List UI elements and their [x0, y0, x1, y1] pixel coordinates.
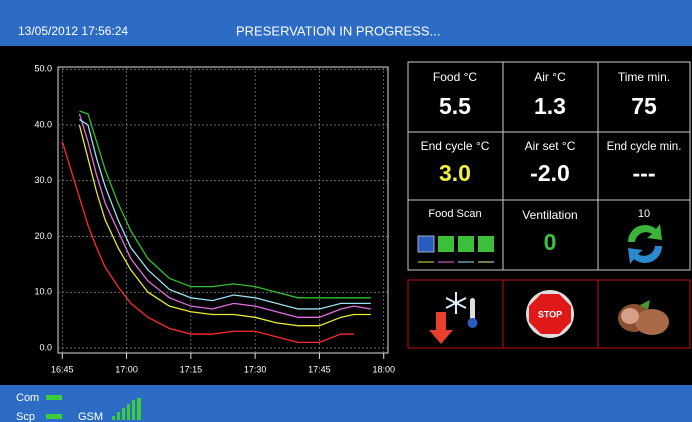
product-button[interactable] — [597, 279, 691, 349]
series-line — [61, 141, 354, 344]
y-tick-label: 50.0 — [34, 64, 52, 74]
time-label: Time min. — [618, 70, 670, 84]
stop-label: STOP — [538, 309, 562, 319]
scan-probe — [458, 236, 474, 252]
x-tick-label: 17:00 — [115, 364, 138, 374]
scan-probe — [478, 236, 494, 252]
end-cycle-min-value: --- — [633, 160, 656, 186]
x-tick-label: 18:00 — [372, 364, 395, 374]
air-set-value: -2.0 — [530, 160, 570, 186]
down-arrow — [429, 312, 453, 344]
time-value: 75 — [631, 93, 657, 119]
refresh-icon — [627, 224, 662, 264]
end-cycle-temp-value: 3.0 — [439, 160, 471, 186]
thermometer-bulb — [467, 318, 478, 328]
scp-label: Scp — [16, 411, 35, 422]
y-tick-label: 30.0 — [34, 175, 52, 185]
cooling-button[interactable] — [407, 279, 504, 349]
end-cycle-min-label: End cycle min. — [607, 141, 682, 153]
thermometer — [470, 298, 475, 320]
scp-indicator — [46, 414, 62, 419]
x-tick-label: 16:45 — [51, 364, 74, 374]
scan-probe — [438, 236, 454, 252]
food-value: 5.5 — [439, 93, 471, 119]
food-scan-label: Food Scan — [428, 208, 481, 220]
gsm-signal — [112, 398, 141, 420]
y-tick-label: 20.0 — [34, 231, 52, 241]
stop-sign — [529, 294, 571, 334]
ventilation-value: 0 — [544, 229, 557, 255]
series-line — [78, 124, 371, 327]
top-bar — [0, 0, 692, 46]
bottom-bar — [0, 385, 692, 422]
panel-frame — [407, 61, 691, 271]
status-title: PRESERVATION IN PROGRESS... — [236, 23, 440, 38]
herb — [640, 300, 650, 310]
com-indicator — [46, 395, 62, 400]
chart: 0.0 10.0 20.0 30.0 40.0 50.0 16:45 17:00 17:15 17… — [34, 64, 395, 375]
scan-probe — [417, 235, 435, 253]
y-tick-label: 40.0 — [34, 119, 52, 129]
meat — [635, 309, 669, 335]
end-cycle-temp-label: End cycle °C — [421, 139, 490, 153]
info-panel: Food °C 5.5 Air °C 1.3 Time min. 75 End … — [407, 61, 691, 271]
food-label: Food °C — [433, 70, 477, 84]
air-label: Air °C — [534, 70, 566, 84]
stop-button[interactable]: STOP — [502, 279, 599, 349]
com-label: Com — [16, 392, 39, 404]
snowflake — [445, 292, 467, 314]
air-set-label: Air set °C — [525, 139, 576, 153]
cycle-count: 10 — [638, 208, 650, 220]
meat-slice — [621, 308, 639, 324]
ventilation-label: Ventilation — [522, 208, 577, 222]
x-tick-label: 17:15 — [180, 364, 203, 374]
datetime: 13/05/2012 17:56:24 — [18, 24, 128, 38]
series-line — [79, 118, 371, 310]
y-tick-label: 0.0 — [39, 342, 52, 352]
y-tick-label: 10.0 — [34, 287, 52, 297]
x-tick-label: 17:45 — [308, 364, 331, 374]
series-line — [78, 113, 371, 318]
x-tick-label: 17:30 — [244, 364, 267, 374]
series-line — [79, 110, 371, 299]
air-value: 1.3 — [534, 93, 566, 119]
gsm-label: GSM — [78, 411, 103, 422]
button-row: STOP — [407, 279, 691, 349]
